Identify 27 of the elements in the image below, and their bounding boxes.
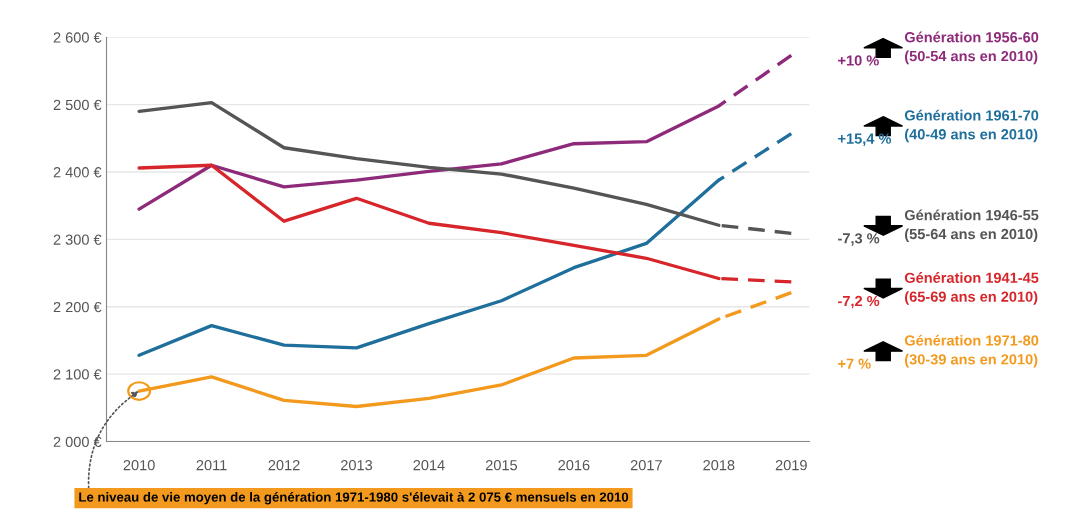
x-tick-label: 2012 <box>268 460 300 471</box>
y-tick-label: 2 100 € <box>53 369 102 380</box>
x-tick-label: 2015 <box>485 460 518 471</box>
text: -7,2 % <box>838 295 880 309</box>
y-tick-label: 2 600 € <box>53 32 102 43</box>
text: Génération 1941-45 (65-69 ans en 2010) <box>904 272 1039 305</box>
text: Génération 1971-80 (30-39 ans en 2010) <box>904 334 1039 368</box>
x-tick-label: 2018 <box>703 460 735 471</box>
text: +7 % <box>838 358 871 369</box>
x-tick-label: 2011 <box>196 460 227 471</box>
text: Génération 1961-70 (40-49 ans en 2010) <box>904 109 1039 143</box>
y-tick-label: 2 200 € <box>53 301 102 313</box>
x-tick-label: 2017 <box>630 460 662 471</box>
text: +10 % <box>838 55 879 66</box>
text: Génération 1956-60 (50-54 ans en 2010) <box>904 31 1039 65</box>
y-tick-label: 2 300 € <box>53 234 102 245</box>
y-tick-label: 2 400 € <box>53 167 102 178</box>
x-tick-label: 2010 <box>123 460 155 471</box>
annotation: Le niveau de vie moyen de la génération 1971-1980 s'élevait à 2 075 € mensuels en 2010 <box>79 491 629 505</box>
x-tick-label: 2014 <box>413 460 445 471</box>
y-tick-label: 2 500 € <box>53 99 102 111</box>
x-tick-label: 2016 <box>558 460 590 471</box>
x-tick-label: 2019 <box>775 460 807 471</box>
x-tick-label: 2013 <box>341 460 373 471</box>
text: -7,3 % <box>838 233 880 246</box>
text: +15,4 % <box>838 133 892 146</box>
text: Génération 1946-55 (55-64 ans en 2010) <box>904 209 1039 243</box>
